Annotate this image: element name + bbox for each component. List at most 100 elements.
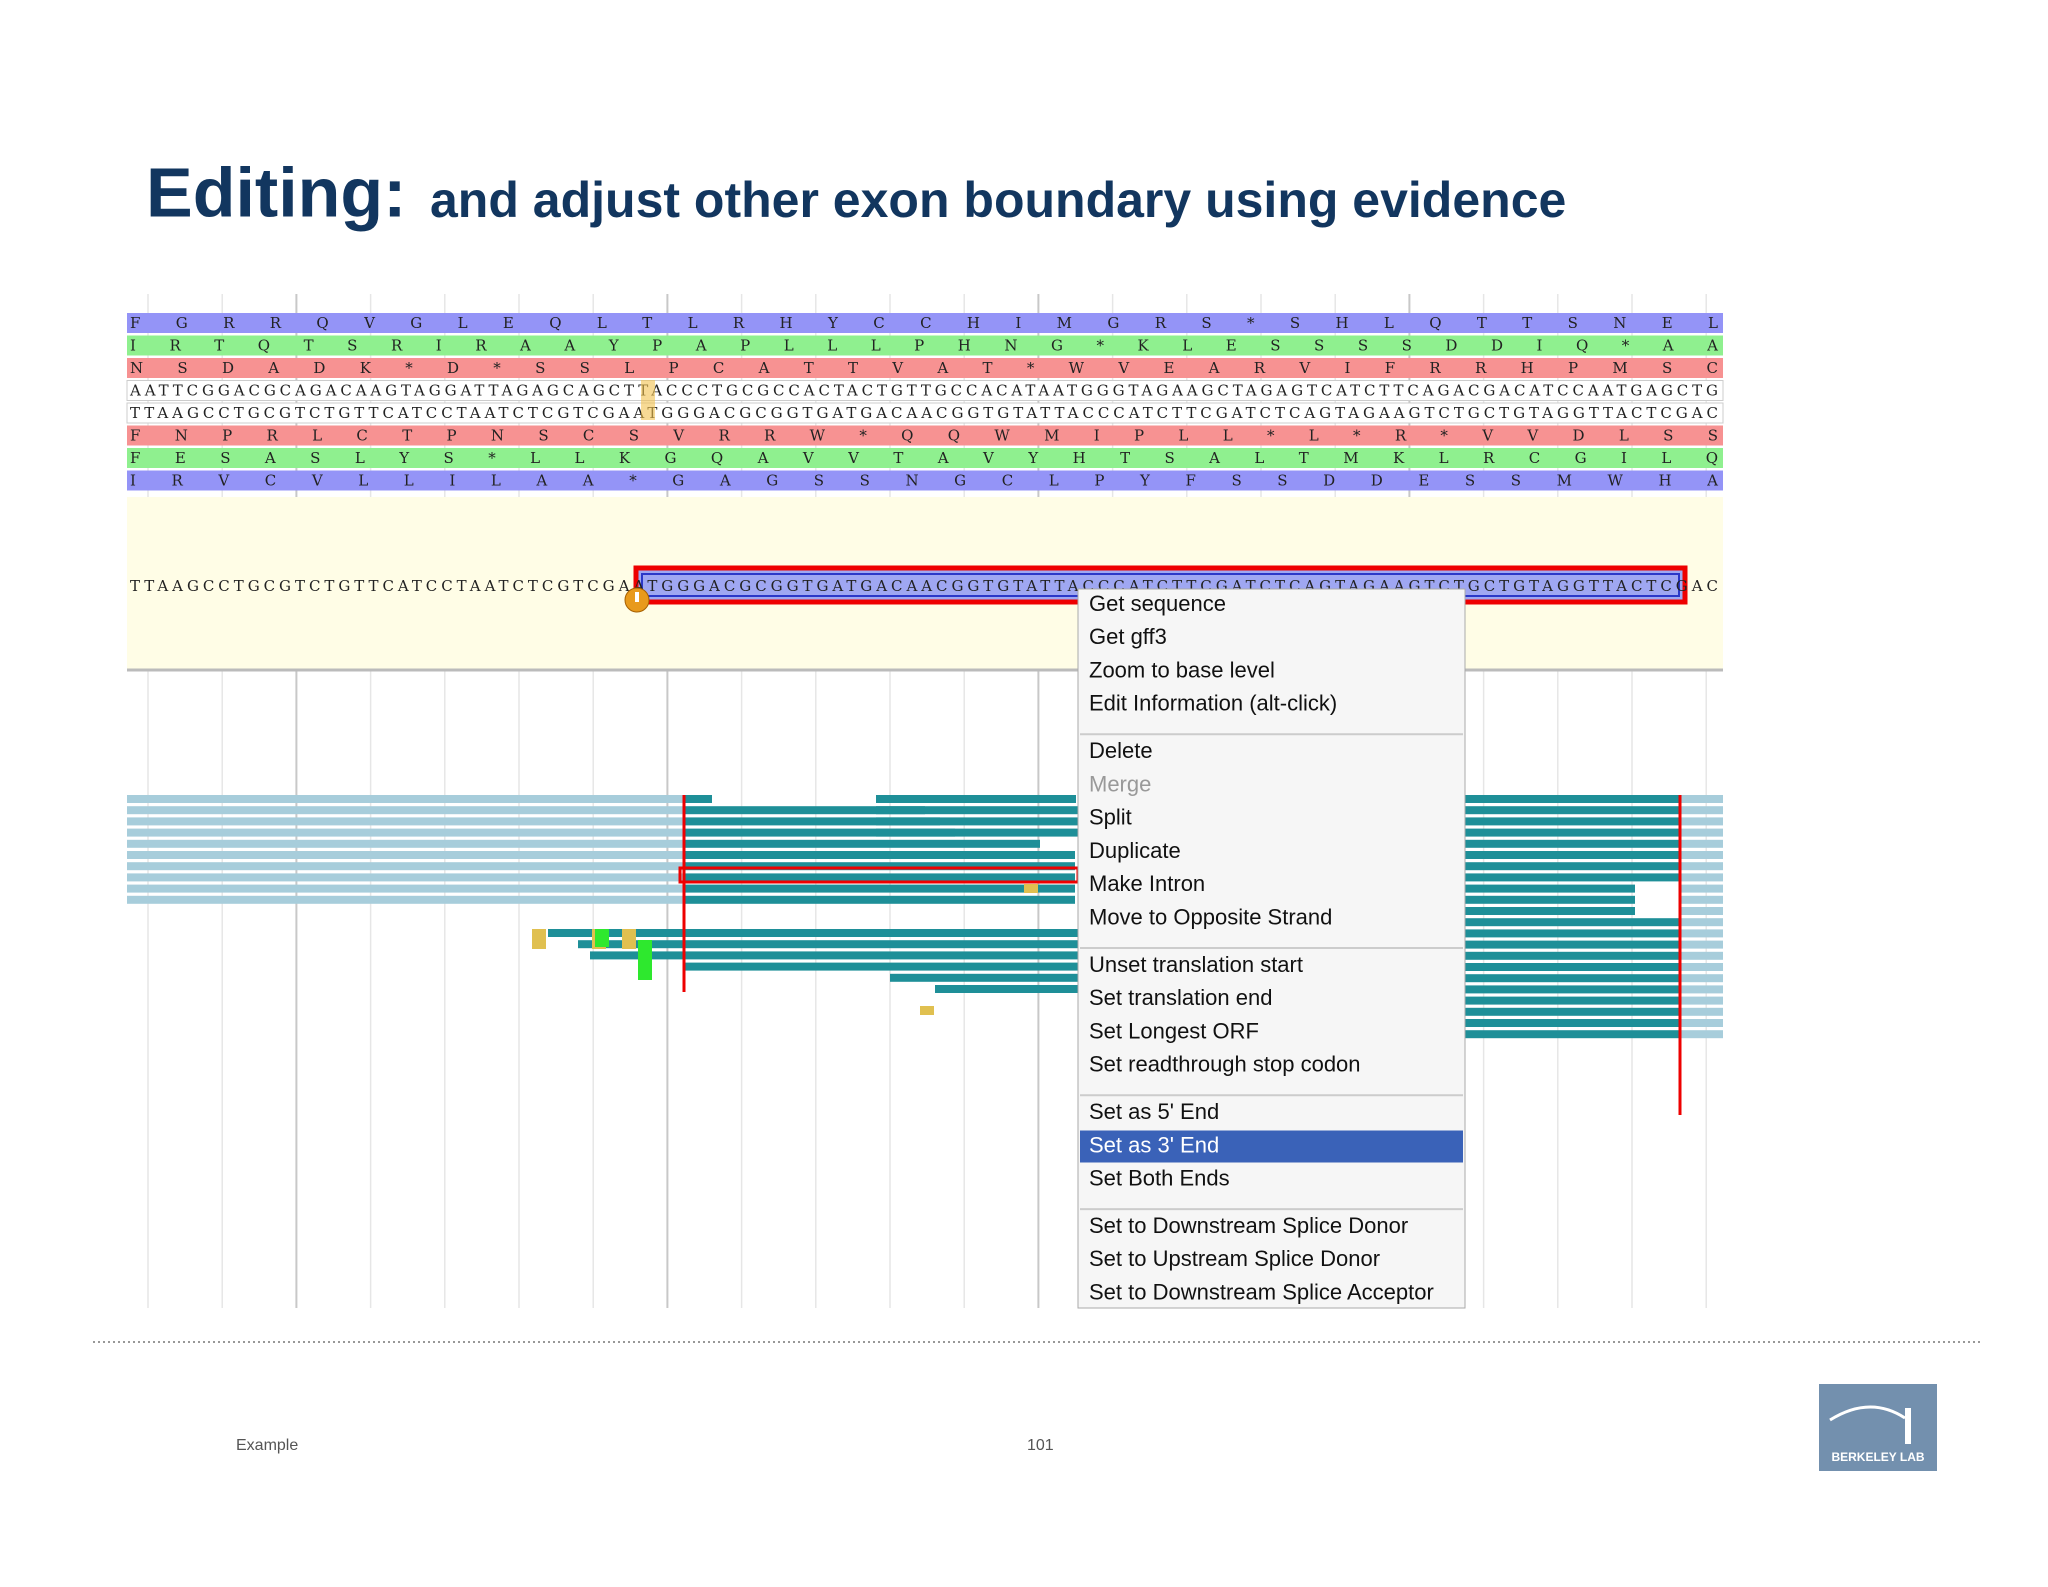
read (1680, 873, 1723, 882)
read (935, 985, 1078, 993)
menu-item[interactable]: Set to Downstream Splice Acceptor (1089, 1280, 1434, 1305)
read (876, 795, 1076, 803)
menu-item[interactable]: Set Both Ends (1089, 1166, 1230, 1191)
sequence-row: AATTCGGACGCAGACAAGTAGGATTAGAGCAGCTTACCCT… (129, 382, 1718, 400)
read (578, 940, 1078, 949)
read (1465, 839, 1680, 848)
read (1465, 996, 1680, 1005)
read (1680, 839, 1723, 848)
sequence-row-bg (126, 402, 1724, 424)
menu-item[interactable]: Set readthrough stop codon (1089, 1052, 1361, 1077)
sequence-row: I R T Q T S R I R A A Y P A P L L L P H … (130, 337, 1718, 355)
read (685, 962, 1078, 971)
read (1465, 806, 1680, 815)
read (1680, 985, 1723, 994)
menu-item[interactable]: Split (1089, 805, 1132, 830)
logo-tower (1905, 1408, 1911, 1444)
menu-item[interactable]: Edit Information (alt-click) (1089, 691, 1337, 716)
menu-item[interactable]: Set as 3' End (1089, 1132, 1219, 1157)
read (1680, 918, 1723, 927)
sequence-row: TTAAGCCTGCGTCTGTTCATCCTAATCTCGTCGAATGGGA… (130, 404, 1718, 422)
read (1680, 862, 1723, 871)
read (685, 862, 1075, 871)
menu-item[interactable]: Set Longest ORF (1089, 1018, 1259, 1043)
read (1465, 1007, 1680, 1016)
menu-item[interactable]: Get sequence (1089, 591, 1226, 616)
read (685, 873, 1075, 882)
read (127, 839, 683, 848)
footer-label: Example (236, 1437, 298, 1454)
read (1680, 806, 1723, 815)
read (127, 806, 683, 815)
read (1680, 817, 1723, 826)
menu-item[interactable]: Get gff3 (1089, 624, 1167, 649)
read (548, 929, 1078, 937)
read (1465, 1019, 1680, 1027)
read (127, 817, 683, 826)
read (1465, 1030, 1680, 1039)
mismatch (1024, 884, 1038, 893)
read (127, 873, 683, 882)
read (1465, 873, 1680, 882)
sequence-row-bg (127, 313, 1723, 333)
menu-item[interactable]: Set to Downstream Splice Donor (1089, 1213, 1408, 1238)
context-menu: Get sequence Get gff3 Zoom to base level Ed… (1077, 588, 1466, 1309)
read (685, 795, 712, 803)
menu-item[interactable]: Merge (1089, 771, 1151, 796)
menu-highlight (1080, 1130, 1463, 1163)
menu-item[interactable]: Move to Opposite Strand (1089, 905, 1332, 930)
menu-item[interactable]: Duplicate (1089, 838, 1181, 863)
read (685, 806, 925, 815)
slide-title: Editing: (146, 153, 406, 231)
read (1465, 963, 1680, 971)
logo-text: BERKELEY LAB (1831, 1450, 1924, 1464)
sequence-row-bg (126, 380, 1724, 401)
read (127, 795, 683, 803)
mismatch (920, 1006, 934, 1015)
logo (1819, 1384, 1937, 1471)
menu-item[interactable]: Make Intron (1089, 871, 1205, 896)
read (1680, 1019, 1723, 1027)
read (127, 851, 683, 859)
read (127, 884, 683, 893)
warning-mark (635, 592, 639, 602)
logo-arc (1829, 1405, 1906, 1422)
read (685, 839, 1040, 848)
read (890, 973, 1078, 982)
page-number: 101 (1027, 1437, 1054, 1454)
read (1680, 940, 1723, 949)
mismatch (532, 929, 546, 949)
read (876, 817, 1176, 826)
read (1465, 951, 1680, 960)
read (876, 828, 1226, 837)
read (127, 862, 683, 871)
read (1465, 884, 1635, 893)
read (1465, 895, 1635, 904)
sequence-row-bg (127, 358, 1723, 378)
read (685, 851, 1075, 859)
read (1680, 851, 1723, 859)
read (685, 895, 1075, 904)
read (127, 895, 683, 904)
menu-item[interactable]: Zoom to base level (1089, 657, 1275, 682)
read (1680, 996, 1723, 1005)
sequence-row-bg (127, 425, 1723, 446)
menu-item[interactable]: Set as 5' End (1089, 1099, 1219, 1124)
menu-item[interactable]: Set translation end (1089, 985, 1272, 1010)
read (1680, 884, 1723, 893)
read (590, 951, 1078, 960)
read (1680, 1007, 1723, 1016)
slide-subtitle: and adjust other exon boundary using evi… (430, 172, 1566, 228)
mismatch (638, 940, 652, 980)
read (1465, 862, 1680, 871)
menu-item[interactable]: Set to Upstream Splice Donor (1089, 1246, 1380, 1271)
read (1680, 895, 1723, 904)
read (1465, 851, 1680, 859)
read (1680, 1030, 1723, 1039)
read (1465, 985, 1680, 994)
read (1680, 828, 1723, 837)
menu-item[interactable]: Delete (1089, 738, 1153, 763)
sequence-row: F G R R Q V G L E Q L T L R H Y C C H I … (130, 314, 1718, 332)
menu-item[interactable]: Unset translation start (1089, 952, 1303, 977)
